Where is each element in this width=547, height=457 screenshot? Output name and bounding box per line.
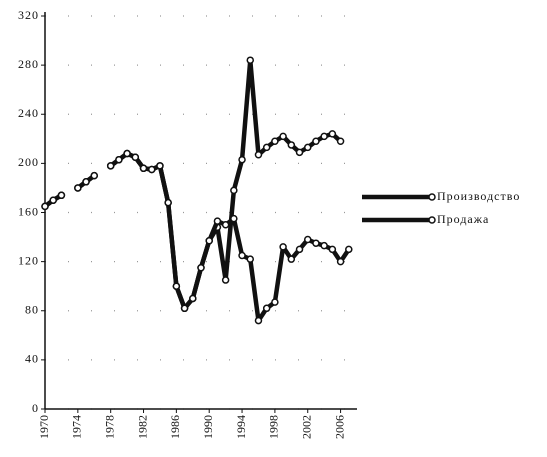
- point: [320, 241, 328, 250]
- point: [230, 214, 238, 223]
- point: [262, 143, 271, 152]
- point: [115, 155, 123, 164]
- series-line: [43, 57, 343, 311]
- y-tick-label: 120: [18, 253, 39, 267]
- x-tick-label: 1998: [267, 415, 281, 439]
- point: [328, 130, 337, 138]
- point: [189, 294, 197, 303]
- point: [303, 143, 312, 152]
- y-tick-label: 200: [18, 155, 39, 169]
- point: [271, 137, 279, 146]
- x-tick-label: 1982: [135, 415, 149, 439]
- series-line: [43, 151, 351, 323]
- point: [271, 298, 279, 306]
- legend-label: Продажа: [437, 212, 489, 226]
- point: [295, 245, 304, 254]
- y-tick-label: 320: [18, 8, 39, 22]
- y-tick-label: 40: [25, 352, 39, 366]
- point: [41, 202, 49, 211]
- point: [90, 171, 99, 180]
- point: [74, 184, 82, 192]
- x-tick-label: 2002: [299, 415, 313, 439]
- point: [295, 148, 304, 157]
- point: [57, 191, 66, 200]
- point: [238, 251, 246, 260]
- point: [221, 276, 230, 284]
- point: [303, 235, 312, 244]
- y-tick-label: 160: [18, 204, 39, 218]
- point: [254, 316, 263, 325]
- point: [320, 132, 328, 141]
- x-tick-label: 1974: [70, 415, 84, 439]
- point: [246, 255, 255, 263]
- point: [230, 186, 238, 195]
- point: [312, 137, 320, 146]
- legend-marker: [428, 216, 436, 224]
- point: [287, 141, 296, 149]
- point: [82, 178, 90, 186]
- point: [106, 162, 115, 170]
- point: [336, 137, 345, 146]
- point: [262, 304, 271, 313]
- x-tick-label: 1978: [102, 415, 116, 439]
- point: [345, 245, 353, 254]
- point: [279, 243, 287, 251]
- point: [312, 239, 320, 247]
- point: [164, 198, 172, 207]
- x-tick-label: 1990: [201, 415, 215, 439]
- point: [246, 56, 255, 64]
- point: [123, 149, 131, 158]
- x-tick-label: 2006: [332, 415, 346, 439]
- point: [205, 236, 213, 245]
- point: [238, 155, 246, 164]
- x-tick-label: 1970: [37, 415, 51, 439]
- y-tick-label: 80: [25, 303, 39, 317]
- point: [180, 304, 189, 313]
- point: [156, 162, 164, 170]
- point: [279, 132, 287, 141]
- y-tick-label: 280: [18, 57, 39, 71]
- x-tick-label: 1986: [168, 415, 182, 439]
- point: [49, 196, 57, 204]
- point: [254, 151, 263, 159]
- x-tick-label: 1994: [234, 415, 248, 439]
- legend-label: Производство: [437, 189, 520, 203]
- point: [147, 165, 156, 174]
- point: [197, 264, 205, 272]
- point: [336, 257, 345, 266]
- y-tick-label: 0: [32, 401, 39, 415]
- point: [131, 153, 140, 161]
- point: [287, 255, 296, 263]
- y-tick-label: 240: [18, 106, 39, 120]
- point: [328, 245, 337, 254]
- point: [213, 217, 222, 225]
- point: [221, 221, 230, 229]
- point: [139, 164, 148, 173]
- point: [172, 282, 181, 290]
- legend-marker: [428, 193, 436, 201]
